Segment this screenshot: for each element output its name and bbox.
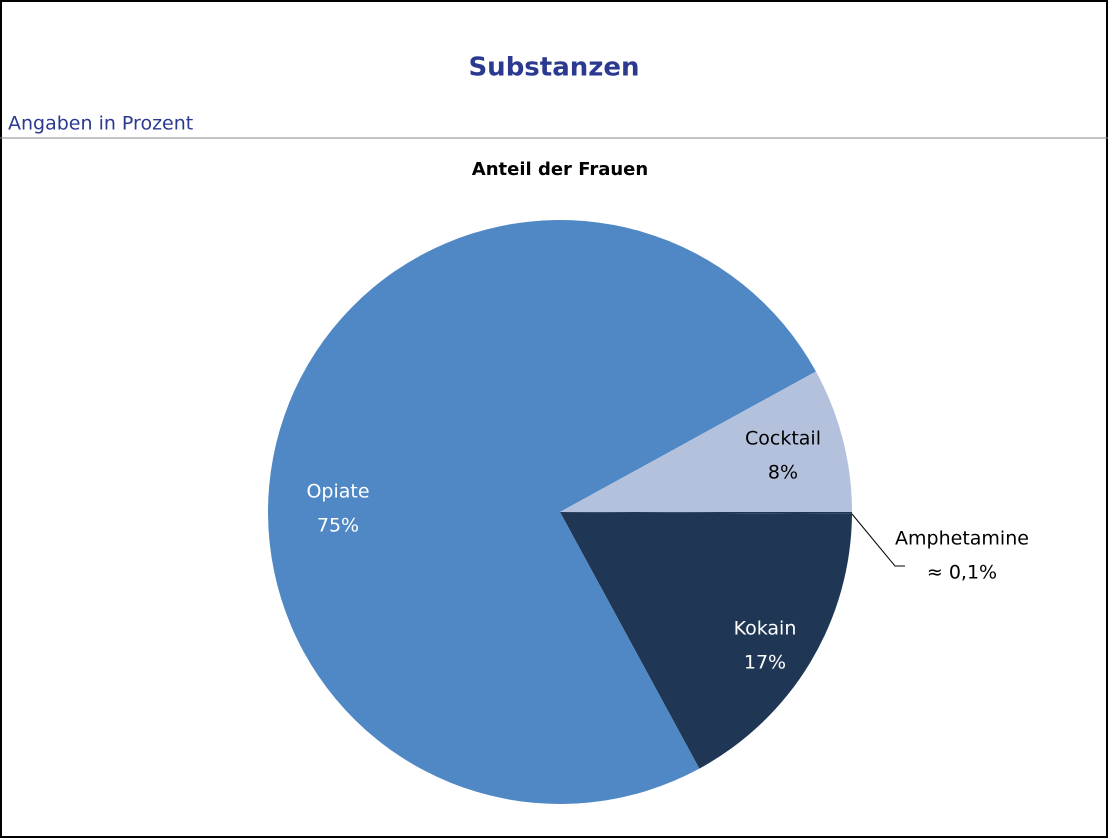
slice-value-label: 17% xyxy=(744,652,786,674)
slice-value-label: 8% xyxy=(768,462,798,484)
slice-label: Kokain xyxy=(734,618,797,640)
leader-line xyxy=(851,513,905,567)
slice-label: Amphetamine xyxy=(895,528,1029,550)
subtitle: Angaben in Prozent xyxy=(8,113,193,135)
pie-slice xyxy=(560,371,852,512)
pie-slice xyxy=(560,512,852,514)
pie-slice xyxy=(267,220,816,804)
chart-title: Anteil der Frauen xyxy=(472,159,648,180)
slice-label: Opiate xyxy=(306,481,369,503)
slice-value-label: 75% xyxy=(317,515,359,537)
slice-value-label: ≈ 0,1% xyxy=(927,562,997,584)
pie-slice xyxy=(560,512,852,769)
page-title: Substanzen xyxy=(468,53,639,83)
slice-label: Cocktail xyxy=(745,428,821,450)
